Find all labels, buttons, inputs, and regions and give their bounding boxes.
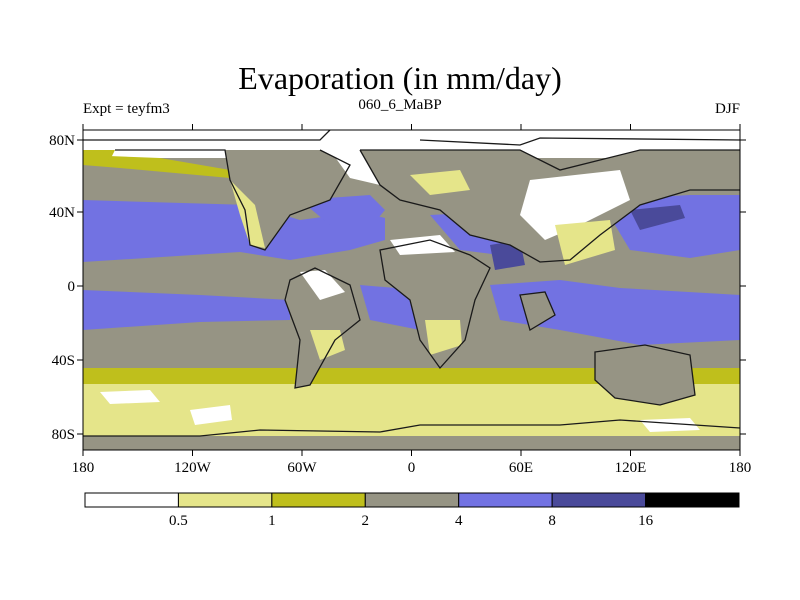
- colorbar-box: [551, 492, 647, 508]
- land-sahara-white: [390, 235, 455, 255]
- land-north-america: [115, 150, 350, 250]
- period-label: 060_6_MaBP: [358, 97, 442, 113]
- lat-tick-label: 80N: [49, 133, 75, 149]
- coast-africa: [379, 239, 491, 370]
- colorbar-labels: 0.5 1 2 4 8 16: [169, 513, 654, 529]
- field-na-yellow: [83, 155, 230, 178]
- latitude-axis: 80N 40N 0 40S 80S: [49, 133, 746, 443]
- land-asia-white: [520, 170, 630, 240]
- coast-arctic: [83, 130, 740, 146]
- land-australia: [595, 345, 695, 405]
- lat-tick-label: 40N: [49, 205, 75, 221]
- land-africa: [380, 240, 490, 368]
- land-asia-yellow: [555, 220, 615, 265]
- field-so-white-3: [640, 418, 700, 432]
- colorbar-level-label: 8: [548, 513, 556, 529]
- colorbar-level-label: 0.5: [169, 513, 188, 529]
- colorbar-level-label: 4: [455, 513, 463, 529]
- land-sa-yellow: [310, 330, 345, 360]
- lat-tick-label: 40S: [52, 353, 75, 369]
- lon-tick-label: 180: [729, 460, 752, 476]
- colorbar-box: [271, 492, 366, 508]
- season-label: DJF: [714, 101, 740, 117]
- coast-antarctica: [83, 419, 740, 437]
- field-alaska-yellow: [83, 150, 115, 160]
- coastlines: [83, 130, 740, 437]
- coast-south-america: [284, 267, 361, 389]
- coast-australia: [594, 344, 696, 406]
- field-antarctic-lightyellow: [83, 414, 740, 436]
- lon-tick-label: 60E: [509, 460, 533, 476]
- lon-tick-label: 120W: [174, 460, 212, 476]
- lon-tick-label: 180: [72, 460, 95, 476]
- coast-eurasia: [359, 149, 740, 263]
- lat-tick-label: 80S: [52, 427, 75, 443]
- colorbar-box: [177, 492, 273, 508]
- chart-title: Evaporation (in mm/day): [238, 60, 562, 96]
- field-spac-blue: [83, 290, 290, 330]
- field-indian-blue: [490, 280, 740, 345]
- colorbar-box: [458, 492, 553, 508]
- map-fields: [83, 130, 740, 450]
- colorbar-box: [645, 492, 740, 508]
- field-so-white-1: [190, 405, 232, 425]
- field-antarctic-grey: [83, 436, 740, 450]
- colorbar-box: [364, 492, 460, 508]
- longitude-axis: 180 120W 60W 0 60E 120E 180: [72, 124, 752, 476]
- colorbar-level-label: 2: [362, 513, 370, 529]
- coast-north-america: [115, 149, 351, 251]
- land-africa-yellow: [425, 320, 462, 355]
- lat-tick-label: 0: [68, 279, 76, 295]
- land-sa-white: [300, 270, 345, 300]
- experiment-label: Expt = teyfm3: [83, 101, 170, 117]
- land-europe-yellow: [410, 170, 470, 195]
- field-wpac-dark: [630, 205, 685, 230]
- lon-tick-label: 120E: [615, 460, 647, 476]
- land-india: [520, 292, 555, 330]
- field-so-yellow: [83, 368, 740, 384]
- colorbar-level-label: 16: [638, 513, 654, 529]
- colorbar-boxes: [84, 492, 740, 508]
- lon-tick-label: 0: [408, 460, 416, 476]
- land-south-america: [285, 268, 360, 388]
- lon-tick-label: 60W: [287, 460, 317, 476]
- coast-india: [519, 291, 556, 331]
- colorbar-level-label: 1: [268, 513, 276, 529]
- field-so-white-2: [100, 390, 160, 404]
- field-npac-blue: [83, 200, 385, 262]
- colorbar-box: [84, 492, 179, 508]
